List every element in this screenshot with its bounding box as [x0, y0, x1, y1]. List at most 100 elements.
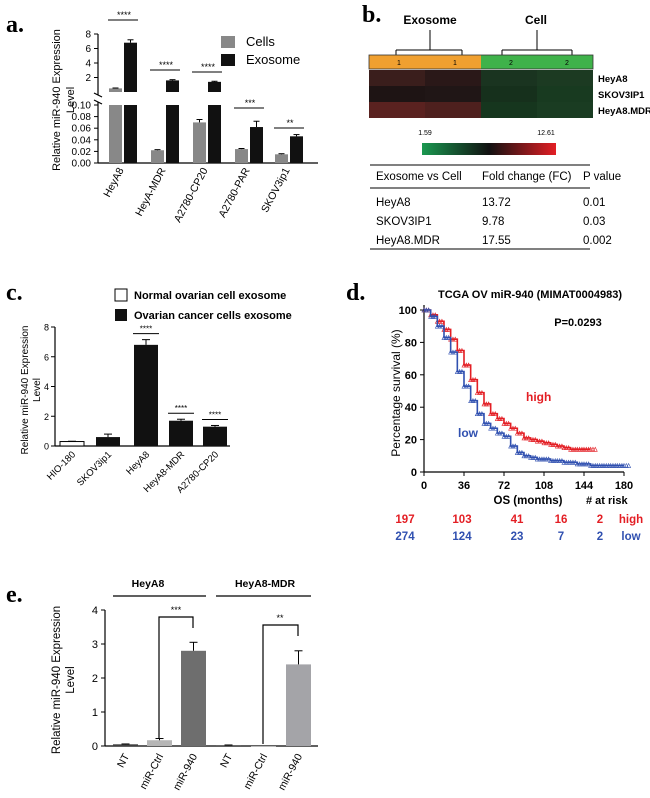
- column-tag-cell: [425, 55, 481, 69]
- column-tag-cell: [537, 55, 593, 69]
- censor-mark-low: [526, 453, 532, 459]
- tick-label-d: 36: [458, 480, 470, 492]
- y-axis-label-e-line2: Level: [65, 666, 77, 694]
- table-cell: 0.002: [583, 235, 612, 247]
- censor-mark-low: [546, 456, 552, 462]
- panel-letter-d: d.: [346, 280, 365, 306]
- censor-mark-high: [466, 362, 472, 368]
- group-label-heya8: HeyA8: [132, 578, 165, 590]
- x-tick-label-c: HIO-180: [45, 449, 78, 482]
- chart-title-d: TCGA OV miR-940 (MIMAT0004983): [438, 289, 622, 301]
- censor-mark-high: [526, 435, 532, 441]
- panel-letter-a: a.: [6, 12, 24, 38]
- colorbar-max-label: 12.61: [537, 130, 555, 137]
- column-tag-cell: [369, 55, 425, 69]
- tick-label-d: 108: [535, 480, 553, 492]
- bar-a-exosome: [250, 127, 263, 163]
- x-tick-label-a: A2780-PAR: [216, 165, 252, 219]
- bar-e: [216, 745, 241, 746]
- tick-label-a: 2: [85, 73, 91, 84]
- at-risk-high-count: 16: [555, 514, 568, 526]
- tick-label-a: 4: [85, 59, 91, 70]
- x-tick-label-a: A2780-CP20: [172, 166, 211, 225]
- tick-label-a: 0.06: [72, 124, 92, 135]
- censor-mark-low: [426, 307, 432, 313]
- tick-label-e: 2: [92, 673, 98, 685]
- bar-a-exosome: [166, 105, 179, 163]
- bar-c: [59, 441, 85, 447]
- at-risk-low-count: 124: [452, 531, 472, 543]
- axis-break-a: [93, 92, 103, 98]
- heatmap-cell: [537, 86, 593, 102]
- censor-mark-high: [539, 438, 545, 444]
- table-cell: 0.01: [583, 197, 605, 209]
- column-tag-cell: [481, 55, 537, 69]
- x-tick-label-c: SKOV3ip1: [75, 449, 114, 488]
- censor-mark-high: [559, 443, 565, 449]
- bar-e: [113, 744, 138, 746]
- tick-label-a: 0.00: [72, 159, 92, 170]
- at-risk-low-count: 23: [511, 531, 524, 543]
- y-axis-label-d: Percentage survival (%): [389, 329, 403, 456]
- table-cell: HeyA8: [376, 197, 411, 209]
- tick-label-a: 8: [85, 30, 91, 41]
- tick-label-e: 4: [92, 605, 98, 617]
- x-tick-label-a: SKOV3ip1: [259, 166, 293, 215]
- censor-mark-low: [532, 454, 538, 460]
- table-cell: 0.03: [583, 216, 605, 228]
- heatmap-cell: [369, 102, 425, 118]
- bar-a-exosome: [166, 80, 179, 92]
- column-tag-label: 2: [565, 60, 569, 67]
- tick-label-d: 180: [615, 480, 633, 492]
- censor-mark-high: [592, 446, 598, 452]
- censor-mark-high: [459, 347, 465, 353]
- heatmap-cell: [425, 86, 481, 102]
- heatmap-cell: [369, 70, 425, 86]
- column-tag-label: 1: [453, 60, 457, 67]
- column-tag-label: 1: [397, 60, 401, 67]
- table-cell: 17.55: [482, 235, 511, 247]
- censor-mark-high: [472, 376, 478, 382]
- heatmap-cell: [425, 70, 481, 86]
- tick-label-d: 144: [575, 480, 594, 492]
- at-risk-high-count: 41: [511, 514, 524, 526]
- censor-mark-high: [452, 336, 458, 342]
- at-risk-high-count: 2: [597, 514, 603, 526]
- heatmap-cell: [481, 102, 537, 118]
- legend-label-exosome: Exosome: [246, 52, 300, 67]
- y-axis-label-a: Relative miR-940 Expression: [51, 29, 63, 171]
- table-header: Fold change (FC): [482, 171, 572, 183]
- bar-a-exosome: [208, 81, 221, 92]
- censor-mark-low: [432, 313, 438, 319]
- significance-a: ****: [201, 62, 216, 72]
- tick-label-a: 0.08: [72, 112, 92, 123]
- x-tick-label-e: miR-940: [276, 752, 305, 793]
- bar-e: [251, 746, 276, 747]
- heatmap-cell: [537, 70, 593, 86]
- significance-a: **: [286, 118, 294, 128]
- colorbar: [422, 143, 556, 155]
- tick-label-d: 0: [421, 480, 427, 492]
- censor-mark-low: [586, 461, 592, 467]
- tick-label-d: 20: [405, 435, 417, 447]
- censor-mark-low: [459, 368, 465, 374]
- tick-label-d: 100: [399, 305, 417, 317]
- table-cell: SKOV3IP1: [376, 216, 432, 228]
- censor-mark-low: [559, 457, 565, 463]
- heatmap-cell: [481, 70, 537, 86]
- bar-e: [181, 650, 206, 746]
- legend-label-cells: Cells: [246, 34, 275, 49]
- tick-label-a: 0.04: [72, 135, 92, 146]
- x-tick-label-a: HeyA8: [101, 166, 126, 200]
- bar-c: [169, 420, 193, 446]
- legend-label-normal: Normal ovarian cell exosome: [134, 290, 286, 302]
- heatmap-cell: [537, 102, 593, 118]
- x-tick-label-e: miR-Ctrl: [241, 752, 270, 792]
- censor-mark-high: [492, 411, 498, 416]
- legend-swatch-cancer: [115, 309, 127, 321]
- censor-mark-low: [446, 334, 452, 340]
- censor-mark-low: [572, 459, 578, 465]
- censor-mark-low: [626, 462, 632, 468]
- censor-mark-high: [512, 425, 518, 431]
